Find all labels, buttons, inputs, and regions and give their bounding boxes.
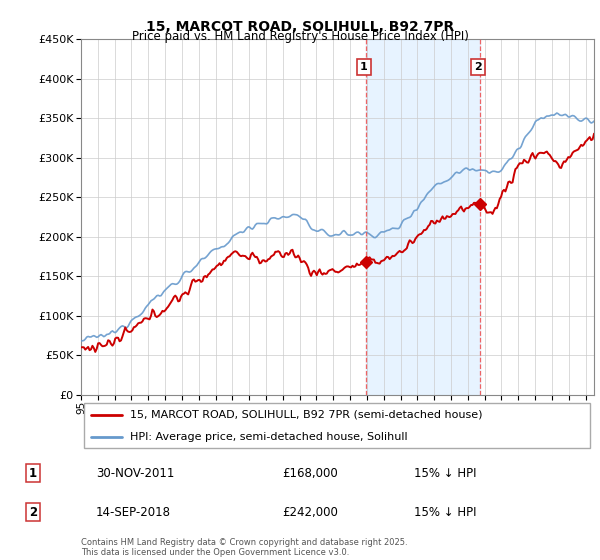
Text: 14-SEP-2018: 14-SEP-2018 (96, 506, 171, 519)
Text: 2: 2 (29, 506, 37, 519)
Text: 15, MARCOT ROAD, SOLIHULL, B92 7PR (semi-detached house): 15, MARCOT ROAD, SOLIHULL, B92 7PR (semi… (130, 409, 482, 419)
Text: 2: 2 (474, 62, 482, 72)
Text: 15% ↓ HPI: 15% ↓ HPI (414, 506, 476, 519)
Text: 30-NOV-2011: 30-NOV-2011 (96, 466, 175, 480)
Text: 15% ↓ HPI: 15% ↓ HPI (414, 466, 476, 480)
Text: Price paid vs. HM Land Registry's House Price Index (HPI): Price paid vs. HM Land Registry's House … (131, 30, 469, 43)
Text: £168,000: £168,000 (282, 466, 338, 480)
Text: 1: 1 (360, 62, 368, 72)
Text: 15, MARCOT ROAD, SOLIHULL, B92 7PR: 15, MARCOT ROAD, SOLIHULL, B92 7PR (146, 20, 454, 34)
Text: Contains HM Land Registry data © Crown copyright and database right 2025.
This d: Contains HM Land Registry data © Crown c… (81, 538, 407, 557)
FancyBboxPatch shape (83, 403, 590, 448)
Text: HPI: Average price, semi-detached house, Solihull: HPI: Average price, semi-detached house,… (130, 432, 407, 442)
Bar (365, 39, 480, 395)
Text: 1: 1 (29, 466, 37, 480)
Text: £242,000: £242,000 (282, 506, 338, 519)
